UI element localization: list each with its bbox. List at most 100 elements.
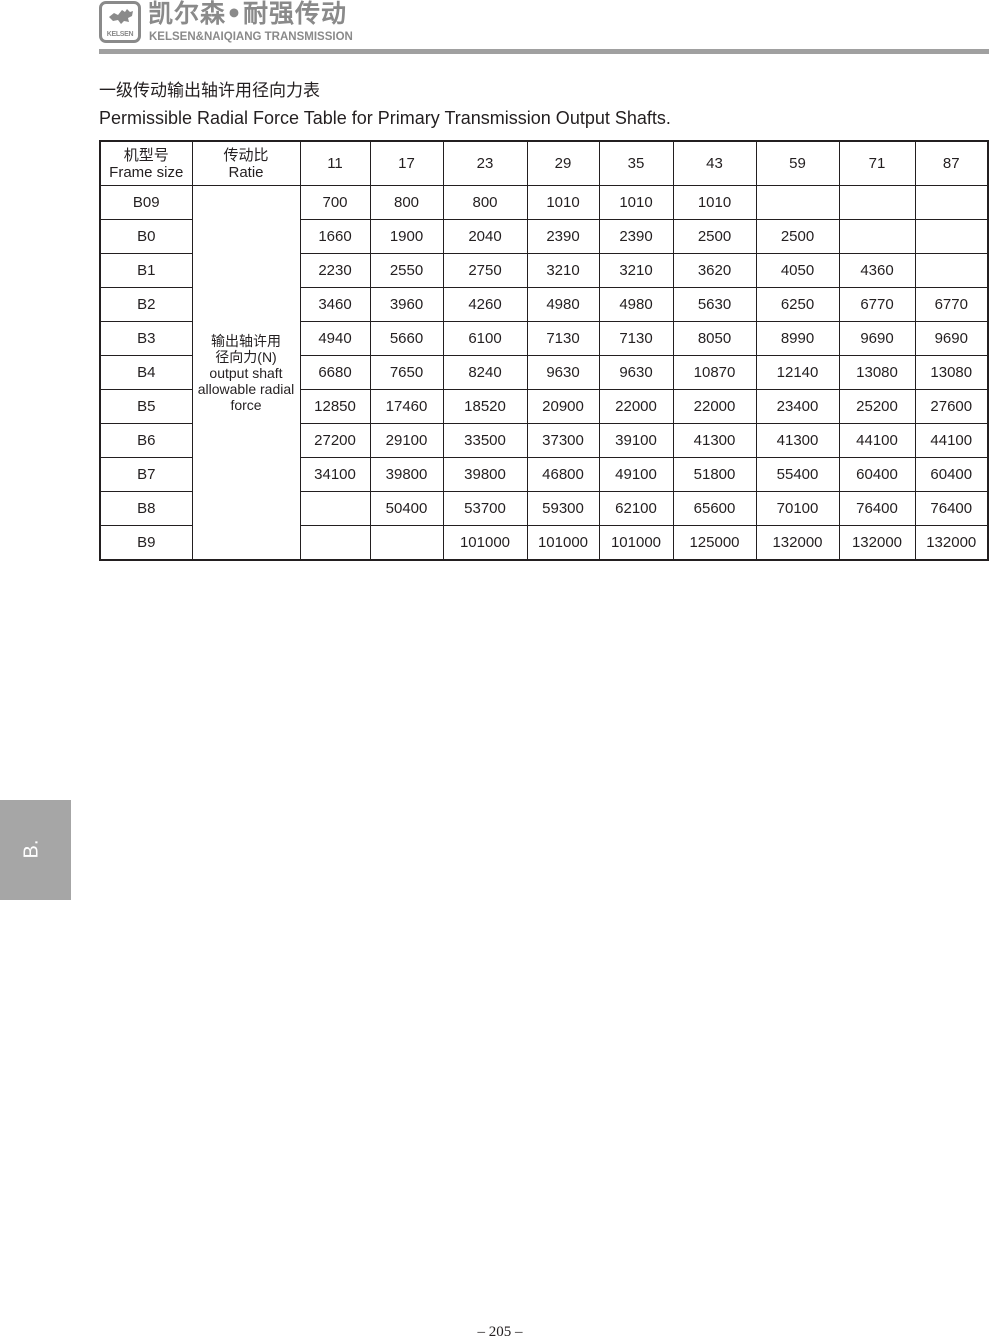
force-value-cell: 44100: [914, 423, 989, 458]
force-value-cell: 132000: [838, 525, 916, 561]
brand-name-en: KELSEN&NAIQIANG TRANSMISSION: [149, 31, 353, 43]
table-row: B3 4940 5660 6100 7130 7130 8050 8990 9690 9690: [99, 321, 989, 356]
force-value-cell: 20900: [526, 389, 600, 424]
force-value-cell: [914, 219, 989, 254]
force-value-cell: 62100: [598, 491, 674, 526]
force-value-cell: [369, 525, 444, 561]
force-value-cell: 60400: [914, 457, 989, 492]
ratio-column-header: 23: [442, 140, 528, 186]
brand-name-cn: 凯尔森•耐强传动: [148, 0, 347, 28]
ratio-column-header: 17: [369, 140, 444, 186]
force-value-cell: 2040: [442, 219, 528, 254]
force-value-cell: 4360: [838, 253, 916, 288]
frame-header-en: Frame size: [109, 163, 184, 181]
force-value-cell: 132000: [755, 525, 840, 561]
frame-size-cell: B0: [99, 219, 193, 254]
force-value-cell: 800: [369, 185, 444, 220]
table-row: B1 2230 2550 2750 3210 3210 3620 4050 4360: [99, 253, 989, 288]
force-value-cell: 101000: [442, 525, 528, 561]
force-value-cell: 101000: [526, 525, 600, 561]
force-value-cell: 6770: [838, 287, 916, 322]
ratio-column-header: 29: [526, 140, 600, 186]
force-value-cell: 9630: [598, 355, 674, 390]
page-number: – 205 –: [477, 1324, 523, 1340]
force-value-cell: 76400: [914, 491, 989, 526]
force-value-cell: 3960: [369, 287, 444, 322]
force-value-cell: 13080: [838, 355, 916, 390]
force-value-cell: 3210: [598, 253, 674, 288]
force-value-cell: 37300: [526, 423, 600, 458]
frame-size-cell: B3: [99, 321, 193, 356]
frame-size-cell: B1: [99, 253, 193, 288]
ratio-column-header: 11: [299, 140, 371, 186]
force-value-cell: 6100: [442, 321, 528, 356]
force-value-cell: 9630: [526, 355, 600, 390]
frame-size-cell: B09: [99, 185, 193, 220]
force-value-cell: 29100: [369, 423, 444, 458]
force-value-cell: [838, 219, 916, 254]
force-value-cell: 800: [442, 185, 528, 220]
force-value-cell: 55400: [755, 457, 840, 492]
force-value-cell: 27600: [914, 389, 989, 424]
force-value-cell: 132000: [914, 525, 989, 561]
force-value-cell: 3460: [299, 287, 371, 322]
radial-force-table: 机型号 Frame size 传动比 Ratie 11 17 23 29 35 43 59 71 8…: [99, 140, 989, 561]
force-value-cell: [299, 491, 371, 526]
section-tab-label: B.: [20, 839, 43, 859]
frame-size-cell: B8: [99, 491, 193, 526]
force-value-cell: 8240: [442, 355, 528, 390]
force-value-cell: 51800: [672, 457, 757, 492]
force-label-line: output shaft: [209, 364, 283, 381]
table-header-row: 机型号 Frame size 传动比 Ratie 11 17 23 29 35 43 59 71 8…: [99, 140, 989, 186]
force-value-cell: 53700: [442, 491, 528, 526]
force-label-line: 输出轴许用: [211, 332, 281, 349]
header-divider: [99, 49, 989, 54]
force-value-cell: 44100: [838, 423, 916, 458]
table-title-cn: 一级传动输出轴许用径向力表: [99, 81, 320, 101]
table-row: B6 27200 29100 33500 37300 39100 41300 41300 441…: [99, 423, 989, 458]
force-value-cell: 13080: [914, 355, 989, 390]
ratio-column-header: 87: [914, 140, 989, 186]
force-value-cell: 41300: [672, 423, 757, 458]
table-row: B7 34100 39800 39800 46800 49100 51800 55400 604…: [99, 457, 989, 492]
frame-size-header: 机型号 Frame size: [99, 140, 193, 186]
frame-size-cell: B6: [99, 423, 193, 458]
force-value-cell: 4050: [755, 253, 840, 288]
force-value-cell: 10870: [672, 355, 757, 390]
force-label-line: allowable radial: [197, 380, 295, 397]
frame-header-cn: 机型号: [123, 146, 169, 164]
force-value-cell: 25200: [838, 389, 916, 424]
force-value-cell: 8050: [672, 321, 757, 356]
ratio-header: 传动比 Ratie: [191, 140, 301, 186]
ratio-column-header: 35: [598, 140, 674, 186]
force-value-cell: 4980: [526, 287, 600, 322]
force-value-cell: 50400: [369, 491, 444, 526]
force-value-cell: 8990: [755, 321, 840, 356]
force-value-cell: 1900: [369, 219, 444, 254]
force-value-cell: 2750: [442, 253, 528, 288]
ratio-column-header: 59: [755, 140, 840, 186]
force-value-cell: 4980: [598, 287, 674, 322]
force-value-cell: 4260: [442, 287, 528, 322]
force-value-cell: 5630: [672, 287, 757, 322]
force-value-cell: [914, 185, 989, 220]
force-value-cell: 39800: [442, 457, 528, 492]
force-value-cell: 2390: [598, 219, 674, 254]
force-value-cell: 39100: [598, 423, 674, 458]
table-row: B9 101000 101000 101000 125000 132000 132000 13…: [99, 525, 989, 561]
force-value-cell: 7130: [598, 321, 674, 356]
force-value-cell: 76400: [838, 491, 916, 526]
table-row: B09 输出轴许用 径向力(N) output shaft allowable radi…: [99, 185, 989, 561]
gear-hand-icon: [109, 9, 133, 24]
force-value-cell: 7130: [526, 321, 600, 356]
force-value-cell: 2500: [672, 219, 757, 254]
force-value-cell: 2500: [755, 219, 840, 254]
force-value-cell: 1010: [526, 185, 600, 220]
force-value-cell: 49100: [598, 457, 674, 492]
force-value-cell: 12140: [755, 355, 840, 390]
section-tab: B.: [0, 800, 71, 900]
kelsen-logo: KELSEN: [99, 1, 141, 43]
force-value-cell: 17460: [369, 389, 444, 424]
force-label-line: 径向力(N): [215, 348, 277, 365]
